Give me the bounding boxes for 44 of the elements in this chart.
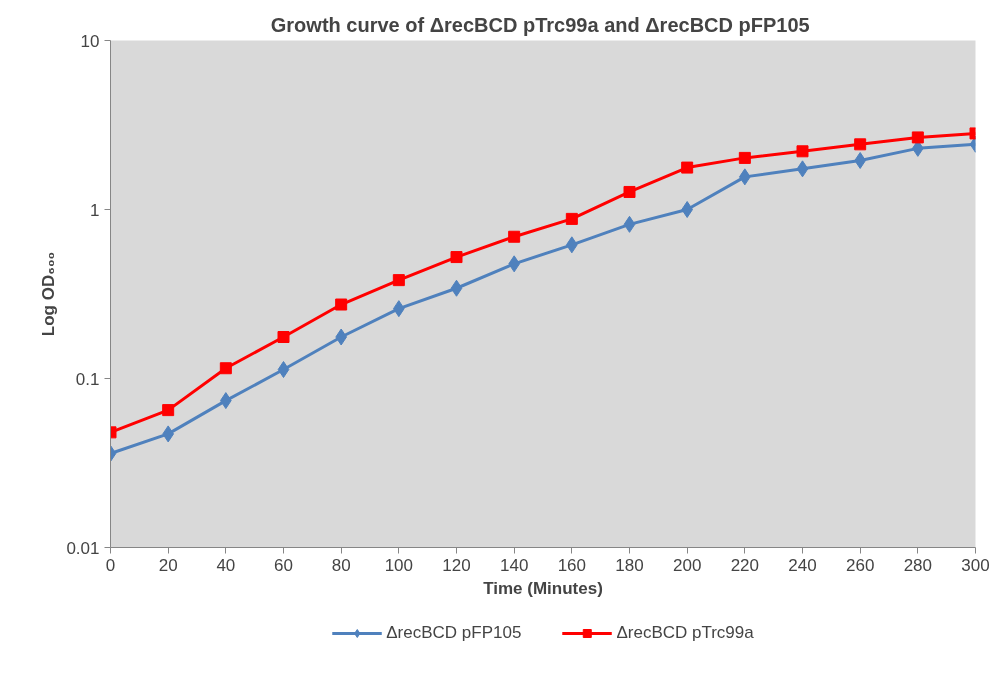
point <box>681 201 693 218</box>
point <box>277 331 290 344</box>
point <box>162 404 175 417</box>
x-tick-label: 40 <box>216 555 236 575</box>
point <box>681 161 694 174</box>
point <box>335 298 348 311</box>
point <box>565 212 578 225</box>
point <box>738 151 751 164</box>
point <box>623 215 636 233</box>
point <box>450 279 463 297</box>
x-tick-label: 240 <box>788 555 817 575</box>
y-tick-label: 10 <box>80 31 100 51</box>
point <box>392 274 405 287</box>
x-tick-label: 80 <box>331 555 351 575</box>
chart-title: Growth curve of ΔrecBCD pTrc99a and ΔrecBCD pFP105 <box>270 13 810 36</box>
point <box>219 362 232 375</box>
x-tick-label: 180 <box>615 555 644 575</box>
x-tick-label: 0 <box>105 555 116 575</box>
x-tick-label: 280 <box>903 555 933 575</box>
point <box>911 131 924 144</box>
x-tick-label: 140 <box>499 555 529 575</box>
x-axis-title: Time (Minutes) <box>483 578 603 598</box>
x-tick-label: 60 <box>274 555 293 575</box>
point <box>796 160 809 178</box>
legend-label: ΔrecBCD pFP105 <box>386 622 522 643</box>
x-tick-label: 260 <box>845 555 875 575</box>
y-tick-label: 0.1 <box>75 369 100 389</box>
x-tick-label: 100 <box>384 555 414 575</box>
x-tick-label: 160 <box>557 555 587 575</box>
y-tick-label: 0.01 <box>66 538 100 558</box>
x-tick-label: 120 <box>442 555 471 575</box>
x-tick-label: 220 <box>730 555 760 575</box>
point <box>623 185 636 198</box>
point <box>508 230 521 243</box>
point <box>450 251 463 264</box>
legend-label: ΔrecBCD pTrc99a <box>616 622 754 643</box>
point <box>854 138 867 151</box>
y-tick-label: 1 <box>90 200 100 220</box>
y-axis-title: Log OD₆₀₀ <box>39 251 59 337</box>
point <box>796 145 809 158</box>
point <box>277 361 290 379</box>
x-tick-label: 300 <box>961 555 990 575</box>
x-tick-label: 200 <box>672 555 702 575</box>
x-tick-label: 20 <box>158 555 178 575</box>
